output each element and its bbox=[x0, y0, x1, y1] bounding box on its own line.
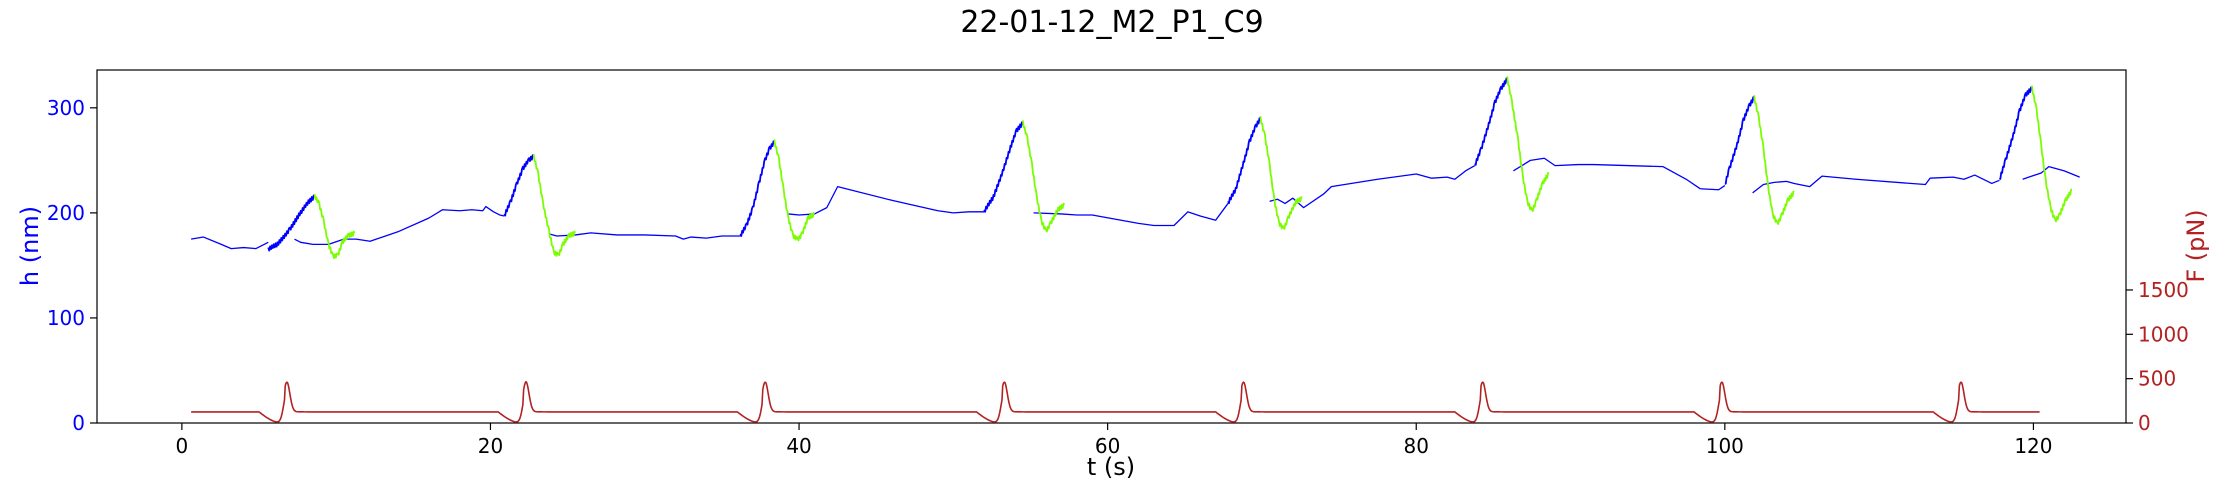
x-tick-label: 40 bbox=[786, 434, 811, 458]
y-right-tick-label: 500 bbox=[2138, 367, 2176, 391]
h-noisy-segment bbox=[2030, 85, 2073, 223]
h-noisy-segment bbox=[503, 154, 535, 217]
h-noisy-segment bbox=[983, 121, 1024, 213]
x-tick-label: 100 bbox=[1706, 434, 1744, 458]
h-line-segment bbox=[294, 205, 505, 246]
y-axis-left: 0 100 200 300 bbox=[47, 96, 97, 435]
x-axis-title: t (s) bbox=[1087, 453, 1135, 481]
h-line-segment bbox=[2022, 165, 2080, 180]
y-axis-right: 0 500 1000 1500 bbox=[2126, 278, 2189, 435]
h-noisy-segment bbox=[1474, 77, 1508, 166]
x-tick-label: 120 bbox=[2014, 434, 2052, 458]
h-noisy-segment bbox=[739, 140, 775, 237]
h-noisy-segment bbox=[532, 153, 577, 257]
series-layer bbox=[191, 76, 2080, 423]
h-noisy-segment bbox=[267, 194, 316, 252]
h-noisy-segment bbox=[773, 139, 816, 242]
h-line-segment bbox=[1269, 165, 1476, 209]
y-left-tick-label: 100 bbox=[47, 306, 85, 330]
h-noisy-segment bbox=[1227, 117, 1261, 205]
h-noisy-segment bbox=[1259, 116, 1303, 230]
y-left-tick-label: 0 bbox=[72, 411, 85, 435]
h-line-segment bbox=[191, 236, 269, 250]
h-line-segment bbox=[1513, 157, 1726, 191]
x-tick-label: 0 bbox=[175, 434, 188, 458]
plot-frame bbox=[96, 69, 2127, 424]
h-line-segment bbox=[788, 185, 985, 216]
x-tick-label: 60 bbox=[1095, 434, 1120, 458]
x-tick-label: 80 bbox=[1404, 434, 1429, 458]
y-right-tick-label: 0 bbox=[2138, 411, 2151, 435]
h-noisy-segment bbox=[1506, 76, 1550, 212]
h-noisy-segment bbox=[313, 193, 356, 260]
h-noisy-segment bbox=[1753, 95, 1795, 225]
chart-title: 22-01-12_M2_P1_C9 bbox=[960, 5, 1263, 40]
x-axis: 0 20 40 60 80 100 120 bbox=[175, 423, 2053, 458]
y-left-tick-label: 200 bbox=[47, 201, 85, 225]
y-axis-left-title: h (nm) bbox=[16, 206, 44, 286]
y-axis-right-title: F (pN) bbox=[2182, 209, 2210, 282]
h-noisy-segment bbox=[1021, 120, 1066, 233]
force-line bbox=[191, 380, 2040, 423]
x-tick-label: 20 bbox=[478, 434, 503, 458]
h-line-segment bbox=[548, 232, 741, 240]
h-noisy-segment bbox=[1724, 96, 1755, 185]
h-noisy-segment bbox=[1998, 86, 2033, 180]
h-line-segment bbox=[1033, 203, 1229, 227]
y-right-tick-label: 1500 bbox=[2138, 278, 2189, 302]
plot-area bbox=[96, 69, 2127, 424]
h-line-segment bbox=[1752, 174, 2000, 194]
y-right-tick-label: 1000 bbox=[2138, 322, 2189, 346]
y-left-tick-label: 300 bbox=[47, 96, 85, 120]
